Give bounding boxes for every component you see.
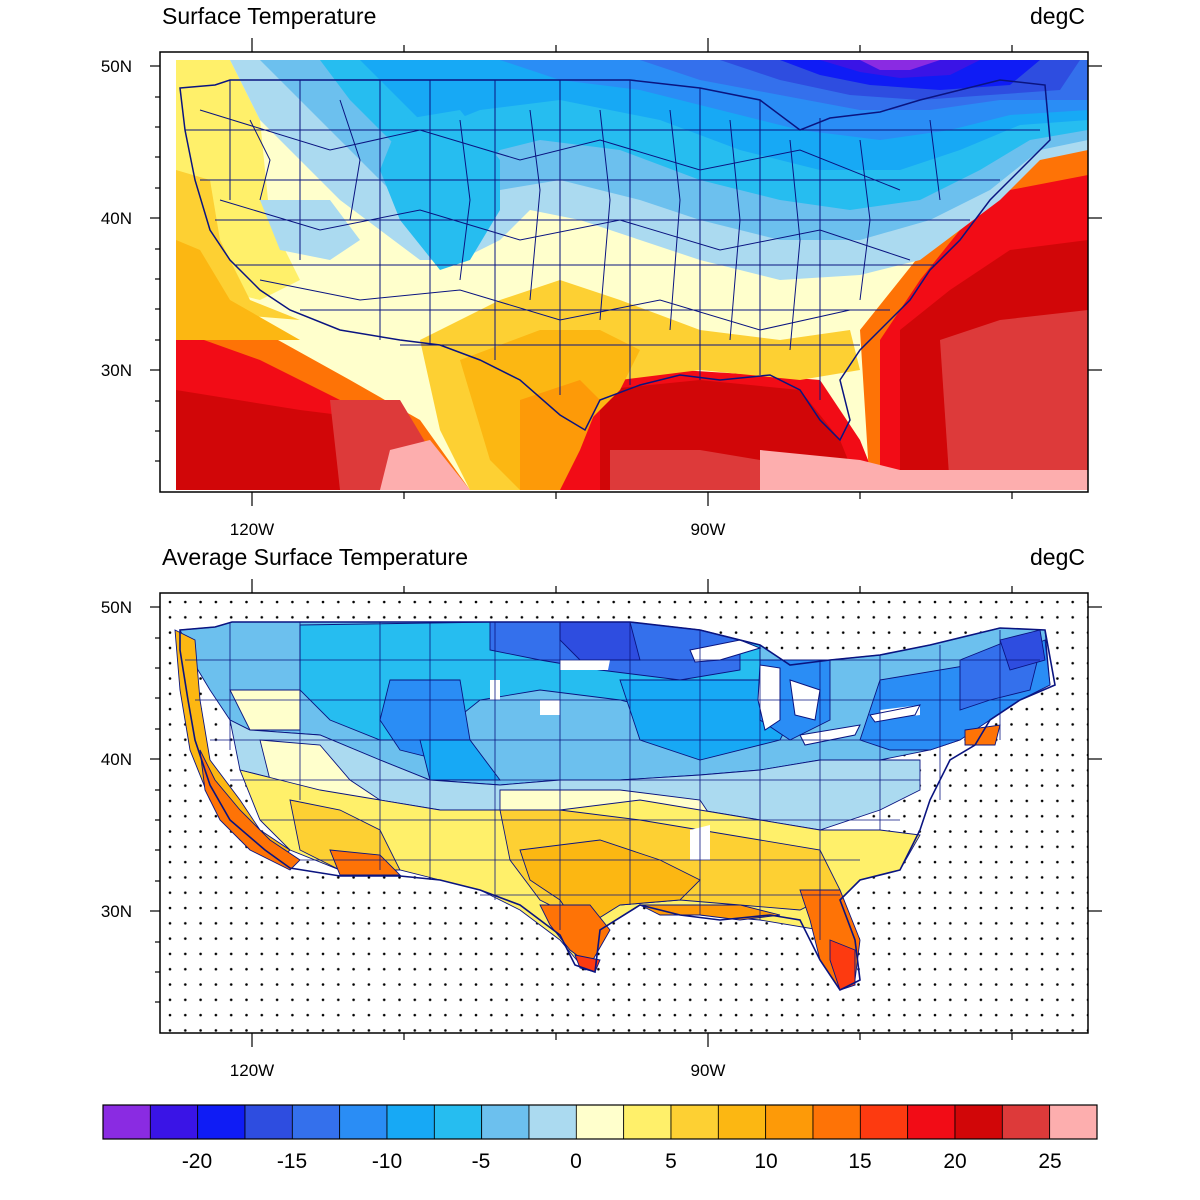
colorbar-swatch	[244, 1104, 293, 1140]
colorbar-swatch	[1049, 1104, 1098, 1140]
colorbar-border	[102, 1104, 1098, 1140]
colorbar-swatch	[575, 1104, 625, 1140]
panel1-lat-30n: 30N	[100, 361, 132, 380]
colorbar-label: -20	[181, 1150, 213, 1173]
panel2-lon-90w: 90W	[690, 1061, 726, 1080]
panel1-temperature-field	[176, 60, 1088, 490]
panel1-unit: degC	[1030, 3, 1085, 29]
colorbar-swatch	[291, 1104, 341, 1140]
colorbar-label: 25	[1038, 1150, 1062, 1173]
panel1-lon-120w: 120W	[229, 520, 275, 539]
panel1-lat-50n: 50N	[100, 57, 132, 76]
colorbar-swatch	[433, 1104, 483, 1140]
colorbar-swatch	[528, 1104, 577, 1140]
colorbar-swatch	[670, 1104, 719, 1140]
colorbar-label: 5	[665, 1150, 677, 1173]
colorbar-swatch	[386, 1104, 435, 1140]
colorbar-swatch	[623, 1104, 672, 1140]
colorbar-label: -15	[276, 1150, 308, 1173]
colorbar-label: -10	[371, 1150, 403, 1173]
colorbar-swatch	[859, 1104, 909, 1140]
panel2-lat-50n: 50N	[100, 598, 132, 617]
colorbar-swatch	[1001, 1104, 1051, 1140]
colorbar-swatch	[149, 1104, 199, 1140]
panel2-county-average-field	[174, 621, 1051, 991]
colorbar-label: 10	[754, 1150, 778, 1173]
colorbar-swatch	[481, 1104, 530, 1140]
colorbar-label: -5	[471, 1150, 491, 1173]
colorbar-swatch	[102, 1104, 151, 1140]
panel2-stipple	[160, 593, 1088, 1033]
colorbar-label: 20	[943, 1150, 967, 1173]
colorbar-swatch	[907, 1104, 956, 1140]
colorbar-label: 15	[848, 1150, 872, 1173]
colorbar-label: 0	[570, 1150, 582, 1173]
colorbar-swatch	[765, 1104, 814, 1140]
colorbar-swatch	[954, 1104, 1003, 1140]
colorbar-swatch	[339, 1104, 388, 1140]
panel2-lon-120w: 120W	[229, 1061, 275, 1080]
panel2-lat-30n: 30N	[100, 902, 132, 921]
colorbar-swatch	[717, 1104, 767, 1140]
panel2-unit: degC	[1030, 544, 1085, 570]
panel2-lat-40n: 40N	[100, 750, 132, 769]
panel2-title: Average Surface Temperature	[162, 544, 468, 570]
colorbar-swatch	[197, 1104, 246, 1140]
panel1-lon-90w: 90W	[690, 520, 726, 539]
panel1-title: Surface Temperature	[162, 3, 377, 29]
colorbar-swatch	[812, 1104, 861, 1140]
panel1-lat-40n: 40N	[100, 209, 132, 228]
